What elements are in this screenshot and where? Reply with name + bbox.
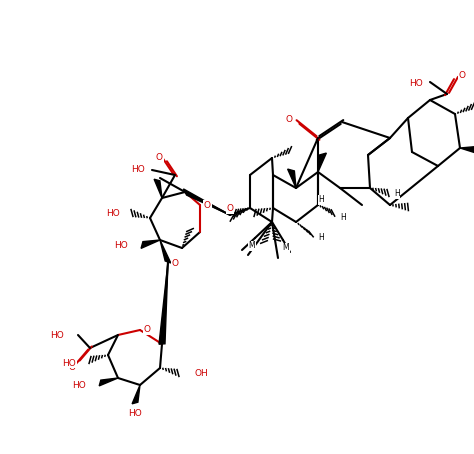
Text: O: O (459, 71, 466, 80)
Polygon shape (159, 262, 168, 344)
Text: M: M (283, 243, 289, 252)
Polygon shape (154, 179, 162, 198)
Text: O: O (286, 115, 293, 124)
Text: O: O (172, 260, 179, 268)
Polygon shape (141, 240, 160, 248)
Text: H: H (318, 233, 324, 242)
Text: HO: HO (62, 359, 76, 367)
Polygon shape (460, 147, 474, 153)
Polygon shape (318, 153, 327, 172)
Text: O: O (69, 364, 76, 372)
Polygon shape (288, 169, 296, 188)
Polygon shape (99, 378, 118, 386)
Text: M: M (249, 242, 255, 251)
Text: HO: HO (50, 331, 64, 340)
Text: O: O (204, 201, 211, 209)
Text: O: O (156, 153, 163, 163)
Polygon shape (132, 385, 140, 404)
Text: O: O (144, 326, 151, 335)
Text: H: H (340, 212, 346, 222)
Text: H: H (394, 189, 400, 198)
Text: H: H (318, 196, 324, 204)
Text: HO: HO (106, 208, 120, 217)
Polygon shape (183, 189, 230, 215)
Text: O: O (227, 204, 234, 213)
Text: HO: HO (128, 409, 142, 418)
Text: OH: OH (195, 369, 209, 377)
Text: HO: HO (131, 166, 145, 174)
Text: HO: HO (72, 381, 86, 390)
Text: HO: HO (114, 241, 128, 250)
Polygon shape (160, 240, 171, 263)
Text: HO: HO (409, 79, 423, 89)
